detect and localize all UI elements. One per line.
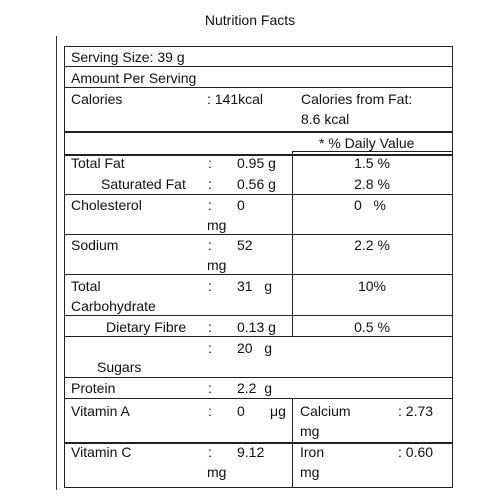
cholesterol-value: 0 xyxy=(237,197,245,213)
dietary-fibre-dv: 0.5 % xyxy=(354,319,390,335)
cholesterol-label: Cholesterol xyxy=(71,197,142,213)
daily-value-header: * % Daily Value xyxy=(319,135,415,151)
divider xyxy=(65,87,452,88)
sugars-label: Sugars xyxy=(97,359,142,375)
divider xyxy=(65,154,452,156)
iron-label: Iron xyxy=(300,444,325,460)
total-carb-label-line2: Carbohydrate xyxy=(71,298,156,314)
sugars-value: 20 g xyxy=(237,340,273,356)
separator: : xyxy=(208,155,212,171)
calories-value: : 141kcal xyxy=(207,91,264,107)
divider xyxy=(65,274,452,275)
separator: : xyxy=(208,197,212,213)
cholesterol-unit: mg xyxy=(207,217,227,233)
dietary-fibre-label: Dietary Fibre xyxy=(106,319,187,335)
separator: : xyxy=(208,278,212,294)
vitamin-c-label: Vitamin C xyxy=(71,444,132,460)
total-carb-value: 31 g xyxy=(237,278,273,294)
saturated-fat-label: Saturated Fat xyxy=(101,176,186,192)
calcium-unit: mg xyxy=(300,423,320,439)
divider xyxy=(65,194,452,195)
page-title: Nutrition Facts xyxy=(204,12,296,28)
total-fat-value: 0.95 g xyxy=(237,155,276,171)
left-margin-rule xyxy=(56,36,57,490)
separator: : xyxy=(208,403,212,419)
divider xyxy=(65,398,452,399)
sodium-label: Sodium xyxy=(71,237,119,253)
calcium-label: Calcium xyxy=(300,403,351,419)
divider xyxy=(292,151,452,152)
divider xyxy=(65,315,452,316)
divider xyxy=(65,234,452,235)
serving-size: Serving Size: 39 g xyxy=(71,49,185,65)
dietary-fibre-value: 0.13 g xyxy=(237,319,276,335)
sodium-value: 52 xyxy=(237,237,253,253)
iron-value: : 0.60 xyxy=(398,444,434,460)
separator: : xyxy=(208,340,212,356)
separator: : xyxy=(208,380,212,396)
divider xyxy=(65,442,452,444)
sodium-unit: mg xyxy=(207,257,227,273)
column-divider xyxy=(292,151,293,337)
vitamin-a-value: 0 xyxy=(237,403,245,419)
separator: : xyxy=(208,176,212,192)
saturated-fat-dv: 2.8 % xyxy=(354,176,390,192)
iron-unit: mg xyxy=(300,464,320,480)
vitamin-a-unit: μg xyxy=(270,403,286,419)
total-carb-label: Total xyxy=(71,278,101,294)
total-carb-dv: 10% xyxy=(357,278,387,294)
amount-per-serving: Amount Per Serving xyxy=(71,70,197,86)
calcium-value: : 2.73 xyxy=(398,403,434,419)
vitamin-c-unit: mg xyxy=(207,464,227,480)
total-fat-label: Total Fat xyxy=(71,155,125,171)
calories-from-fat-value: 8.6 kcal xyxy=(301,111,350,127)
total-fat-dv: 1.5 % xyxy=(354,155,390,171)
cholesterol-dv: 0 % xyxy=(354,197,386,213)
divider xyxy=(65,336,452,337)
separator: : xyxy=(208,319,212,335)
saturated-fat-value: 0.56 g xyxy=(237,176,276,192)
divider xyxy=(65,66,452,67)
separator: : xyxy=(208,237,212,253)
divider xyxy=(65,131,452,133)
sodium-dv: 2.2 % xyxy=(354,237,390,253)
divider xyxy=(65,377,452,378)
vitamin-c-value: 9.12 xyxy=(237,444,265,460)
column-divider xyxy=(292,398,293,487)
protein-value: 2.2 g xyxy=(237,380,273,396)
calories-label: Calories xyxy=(71,91,123,107)
calories-from-fat-label: Calories from Fat: xyxy=(301,91,413,107)
separator: : xyxy=(208,444,212,460)
protein-label: Protein xyxy=(71,380,116,396)
vitamin-a-label: Vitamin A xyxy=(71,403,130,419)
nutrition-facts-table xyxy=(64,46,453,488)
